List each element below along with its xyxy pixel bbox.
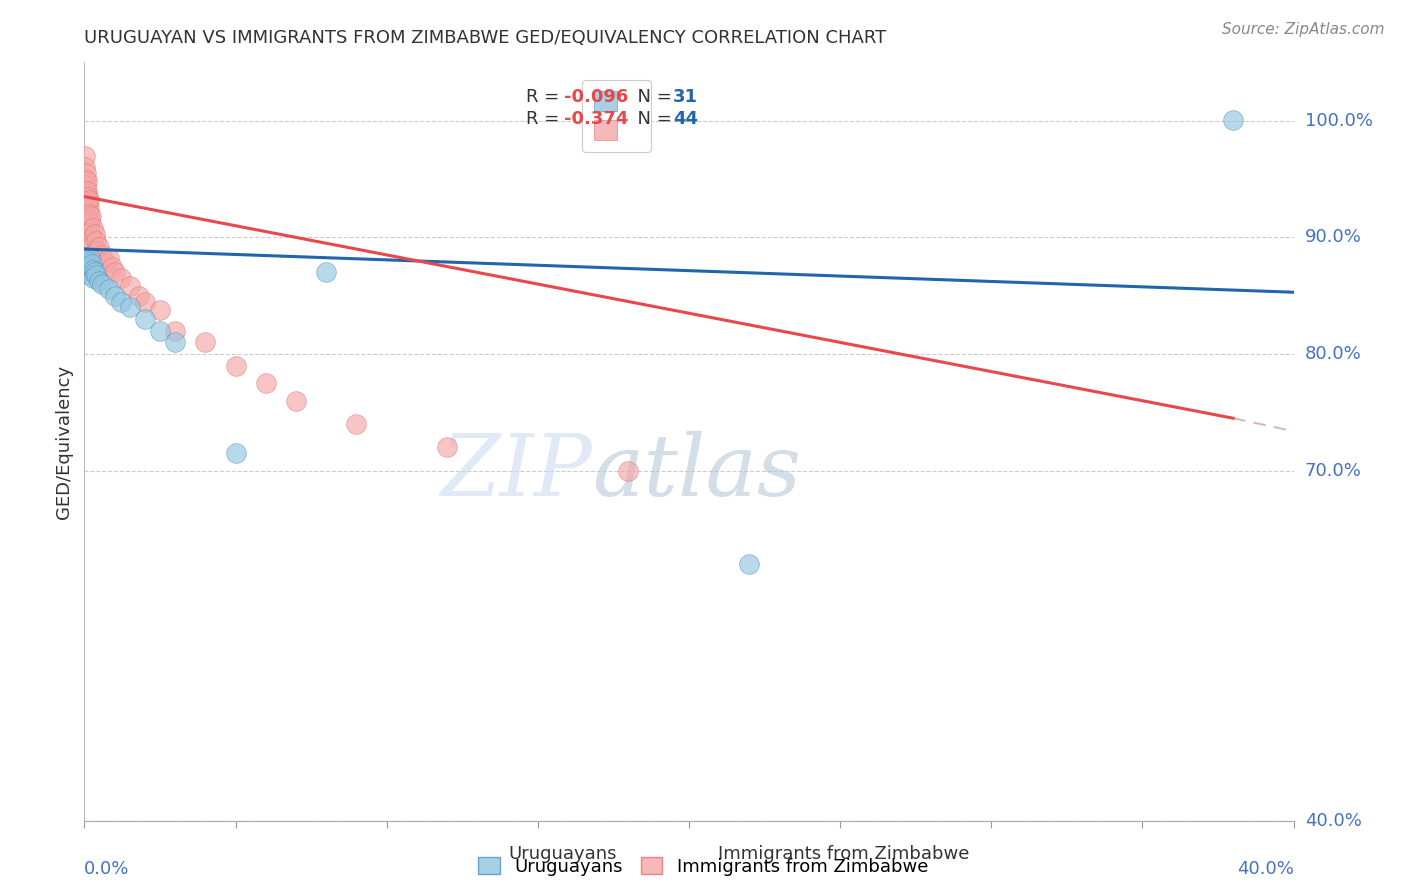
Point	[80, 210, 103, 224]
Point	[134, 312, 156, 326]
Point	[75, 252, 97, 266]
Text: 90.0%: 90.0%	[1305, 228, 1361, 246]
Point	[76, 184, 98, 198]
Point	[76, 260, 98, 274]
Point	[80, 230, 103, 244]
Legend: Uruguayans, Immigrants from Zimbabwe: Uruguayans, Immigrants from Zimbabwe	[471, 850, 935, 883]
Point	[82, 263, 104, 277]
Legend:  ,  : ,	[582, 79, 651, 152]
Point	[75, 172, 97, 186]
Point	[225, 446, 247, 460]
Point	[76, 184, 98, 198]
Point	[77, 255, 100, 269]
Text: Source: ZipAtlas.com: Source: ZipAtlas.com	[1222, 22, 1385, 37]
Text: N =: N =	[626, 87, 678, 105]
Text: 70.0%: 70.0%	[1305, 462, 1361, 480]
Text: 80.0%: 80.0%	[1305, 345, 1361, 363]
Text: 31: 31	[673, 87, 699, 105]
Point	[82, 271, 104, 285]
Point	[73, 149, 96, 163]
Point	[77, 201, 100, 215]
Text: 44: 44	[673, 111, 699, 128]
Point	[75, 257, 97, 271]
Point	[128, 289, 150, 303]
Point	[82, 221, 104, 235]
Point	[104, 289, 127, 303]
Point	[134, 294, 156, 309]
Point	[225, 359, 247, 373]
Text: 40.0%: 40.0%	[1237, 860, 1294, 878]
Point	[77, 189, 100, 203]
Point	[79, 225, 101, 239]
Text: 0.0%: 0.0%	[84, 860, 129, 878]
Point	[76, 198, 98, 212]
Point	[76, 253, 98, 268]
Point	[82, 236, 104, 251]
Point	[77, 193, 100, 207]
Text: Immigrants from Zimbabwe: Immigrants from Zimbabwe	[718, 846, 969, 863]
Point	[254, 376, 277, 391]
Point	[86, 234, 108, 248]
Point	[89, 274, 111, 288]
Text: atlas: atlas	[592, 431, 801, 513]
Text: N =: N =	[626, 111, 678, 128]
Point	[118, 301, 141, 315]
Point	[86, 244, 108, 259]
Point	[110, 294, 132, 309]
Point	[77, 260, 100, 275]
Point	[77, 195, 100, 210]
Point	[165, 335, 187, 350]
Point	[75, 161, 97, 175]
Point	[75, 166, 97, 180]
Point	[346, 417, 368, 431]
Point	[100, 260, 122, 274]
Point	[76, 174, 98, 188]
Point	[89, 240, 111, 254]
Text: R =: R =	[526, 111, 565, 128]
Point	[79, 268, 101, 282]
Y-axis label: GED/Equivalency: GED/Equivalency	[55, 365, 73, 518]
Point	[75, 178, 97, 192]
Text: 100.0%: 100.0%	[1305, 112, 1372, 129]
Text: URUGUAYAN VS IMMIGRANTS FROM ZIMBABWE GED/EQUIVALENCY CORRELATION CHART: URUGUAYAN VS IMMIGRANTS FROM ZIMBABWE GE…	[84, 29, 887, 47]
Point	[80, 257, 103, 271]
Point	[86, 268, 108, 282]
Point	[97, 282, 120, 296]
Point	[285, 393, 308, 408]
Point	[76, 263, 98, 277]
Point	[97, 252, 120, 266]
Point	[91, 248, 114, 262]
Point	[118, 279, 141, 293]
Point	[149, 302, 172, 317]
Point	[79, 213, 101, 227]
Text: R =: R =	[526, 87, 565, 105]
Point	[315, 265, 337, 279]
Text: ZIP: ZIP	[440, 431, 592, 513]
Point	[436, 441, 458, 455]
Point	[76, 189, 98, 203]
Point	[77, 259, 100, 273]
Text: -0.374: -0.374	[564, 111, 628, 128]
Text: 40.0%: 40.0%	[1305, 812, 1361, 830]
Point	[79, 264, 101, 278]
Point	[84, 227, 107, 241]
Point	[79, 216, 101, 230]
Point	[75, 250, 97, 264]
Point	[77, 207, 100, 221]
Point	[79, 252, 101, 266]
Point	[110, 271, 132, 285]
Point	[84, 265, 107, 279]
Point	[165, 324, 187, 338]
Point	[75, 256, 97, 270]
Text: Uruguayans: Uruguayans	[508, 846, 617, 863]
Point	[194, 335, 217, 350]
Point	[738, 557, 761, 571]
Point	[104, 265, 127, 279]
Point	[617, 464, 640, 478]
Point	[149, 324, 172, 338]
Text: -0.096: -0.096	[564, 87, 628, 105]
Point	[1222, 112, 1244, 127]
Point	[94, 256, 117, 270]
Point	[91, 277, 114, 291]
